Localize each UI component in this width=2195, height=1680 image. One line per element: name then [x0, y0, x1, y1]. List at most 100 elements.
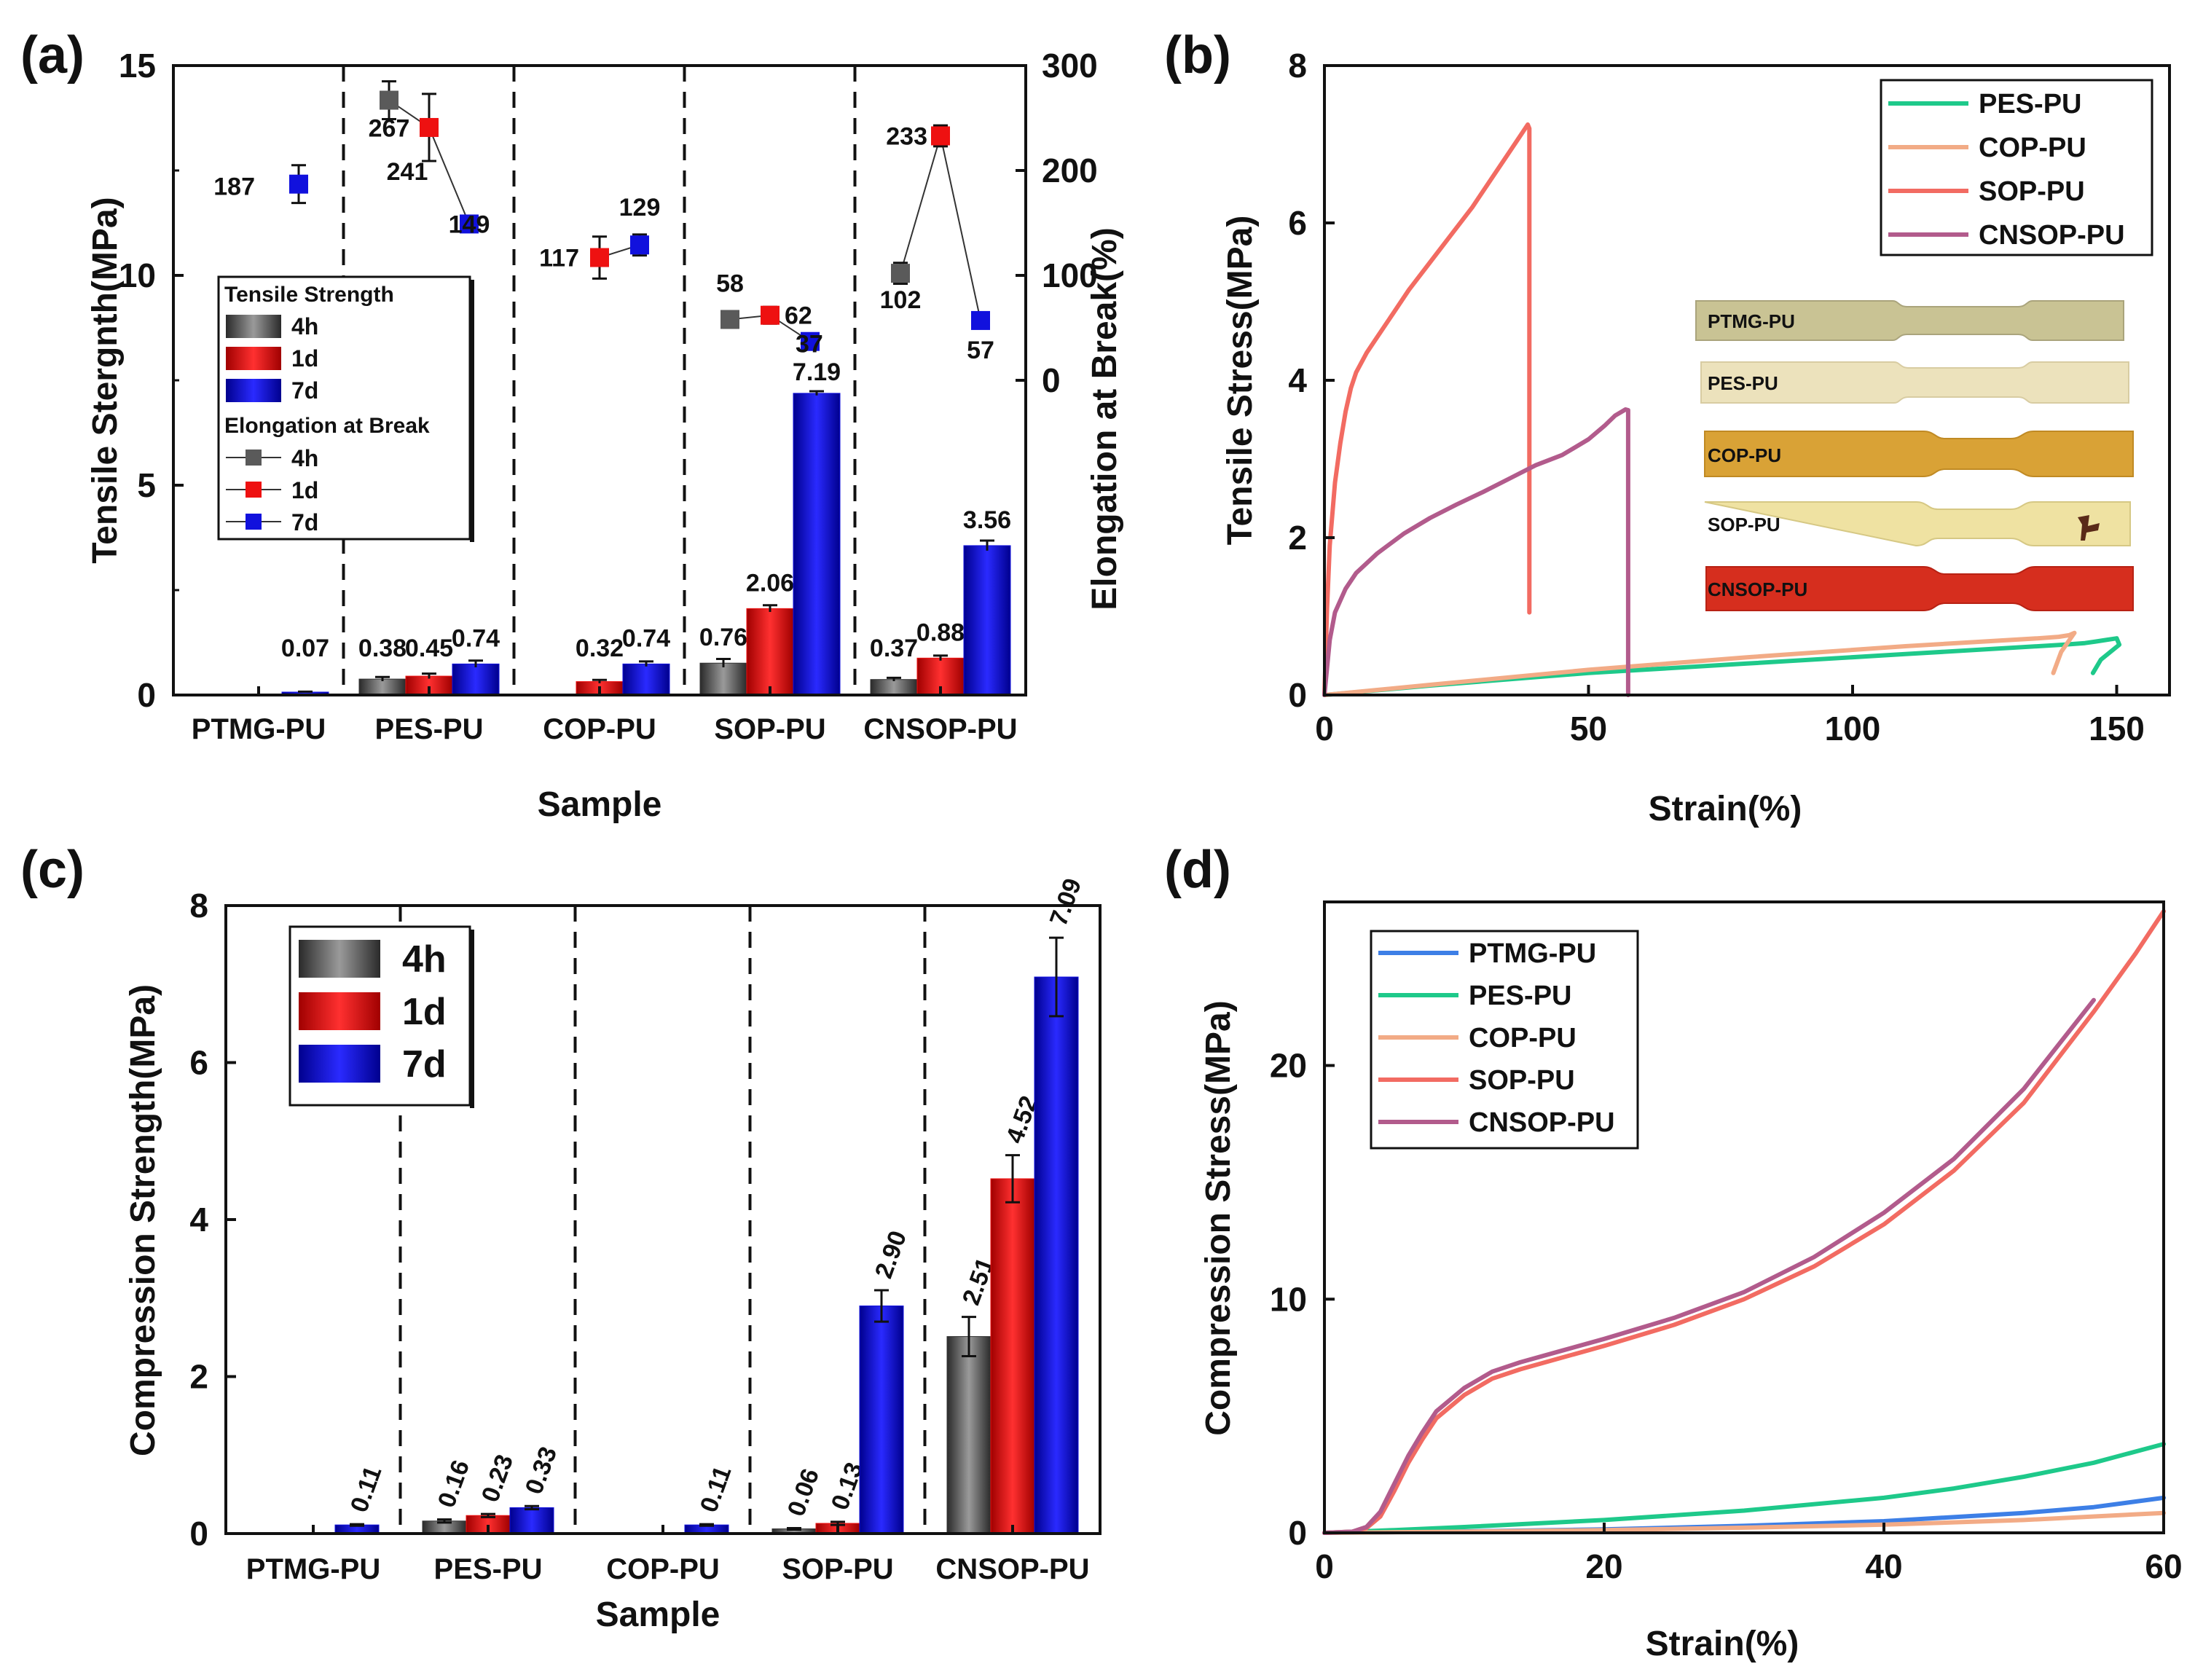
panel-b-legend-label: PES-PU [1979, 89, 2081, 119]
panel-a-elongation-point-1d [931, 126, 950, 146]
panel-a-elongation-value-label: 37 [796, 331, 823, 358]
panel-c-bar-1d [990, 1178, 1035, 1534]
panel-a-elongation-point-7d [630, 235, 649, 255]
panel-b-y-tick-label: 6 [1288, 204, 1307, 242]
panel-b-y-tick-label: 8 [1288, 47, 1307, 85]
panel-b-y-ticks: 0 2 4 6 8 [1288, 47, 1335, 714]
panel-d-legend-label: PTMG-PU [1469, 938, 1596, 969]
panel-a-legend-line-entries: 4h 1d 7d [226, 445, 318, 535]
panel-d-y-tick-label: 20 [1270, 1047, 1307, 1085]
panel-a-y-tick-label: 15 [119, 47, 156, 85]
panel-c-bar-7d [859, 1306, 904, 1534]
panel-c-y-tick-label: 6 [189, 1044, 208, 1082]
panel-c-bar-4h [946, 1336, 992, 1534]
panel-c-y-tick-label: 2 [189, 1358, 208, 1396]
panel-c: (c) 0.11 0.16 0.23 0.33 0.11 0.06 0.132.90 2.51… [20, 841, 1102, 1634]
panel-a-elongation-value-label: 241 [387, 158, 428, 186]
panel-c-x-tick-label: COP-PU [606, 1553, 720, 1585]
panel-a-x-tick-label: PTMG-PU [192, 713, 326, 745]
specimen-sop-pu-mark [2078, 515, 2100, 541]
panel-a-elongation-point-1d [420, 117, 439, 137]
panel-a-bar-value-label: 0.88 [916, 619, 965, 646]
panel-b-y-axis-label: Tensile Stress(MPa) [1221, 216, 1260, 546]
panel-b-x-tick-label: 150 [2089, 710, 2145, 747]
panel-d-series-line-cnsop-pu [1322, 997, 2096, 1535]
panel-a-elongation-value-label: 267 [369, 115, 410, 143]
panel-d-x-tick-label: 20 [1585, 1547, 1622, 1585]
panel-d-y-tick-label: 10 [1270, 1280, 1307, 1318]
panel-c-bar-value-label: 0.23 [476, 1451, 519, 1506]
panel-a-legend-label: 4h [291, 445, 318, 471]
panel-a-legend-marker-1d [246, 482, 262, 498]
panel-a-bar-value-label: 0.38 [358, 635, 407, 662]
specimen-pes-pu [1700, 361, 2129, 404]
panel-c-legend-label: 1d [402, 991, 447, 1033]
panel-c-legend-swatch-1d [299, 992, 380, 1030]
panel-b-x-axis-label: Strain(%) [1649, 790, 1802, 828]
panel-b-legend-box [1880, 79, 2153, 256]
panel-a-bar-value-label: 0.32 [576, 635, 624, 662]
panel-d-y-tick-label: 0 [1288, 1514, 1307, 1552]
panel-c-x-tick-label: SOP-PU [782, 1553, 893, 1585]
panel-c-y-axis-label: Compression Strength(MPa) [124, 984, 162, 1456]
panel-a-bar-value-label: 2.06 [746, 569, 794, 597]
panel-c-bar-value-label: 0.33 [520, 1443, 562, 1498]
panel-d-y-ticks: 0 10 20 [1270, 1047, 1335, 1552]
panel-d-x-tick-label: 0 [1315, 1547, 1334, 1585]
panel-a-bar-value-label: 0.76 [699, 624, 747, 651]
panel-a-bar-7d [793, 393, 841, 696]
panel-c-label: (c) [20, 841, 85, 899]
panel-a-legend-swatch-1d [226, 347, 281, 370]
panel-d-series-line-cop-pu [1322, 1510, 2166, 1535]
panel-c-legend: 4h 1d 7d [288, 925, 474, 1108]
panel-a-elongation-value-label: 62 [785, 302, 812, 330]
panel-a-y2-ticks: 0 100 200 300 [1016, 47, 1098, 399]
panel-c-bar-7d [509, 1507, 554, 1534]
panel-a-x-ticks: PTMG-PU PES-PU COP-PU SOP-PU CNSOP-PU [192, 686, 1018, 745]
panel-a-bar-value-label: 0.37 [870, 635, 918, 662]
panel-a-elongation-value-label: 58 [716, 270, 744, 297]
panel-a-y-tick-label: 10 [119, 256, 156, 294]
panel-d-legend-label: COP-PU [1469, 1023, 1576, 1053]
panel-a-bar-value-label: 3.56 [963, 506, 1011, 534]
specimen-sop-pu [1704, 501, 2131, 547]
panel-d-series-line-pes-pu [1322, 1442, 2166, 1535]
panel-d-label: (d) [1164, 841, 1231, 899]
panel-a-y-axis-label: Tensile Stergnth(MPa) [86, 197, 125, 563]
panel-b-specimen-photo: PTMG-PU PES-PU COP-PU SOP-PU CNSOP-PU [1695, 300, 2134, 611]
panel-a-bar-7d [622, 663, 670, 696]
panel-a-elongation-point-7d [801, 331, 820, 351]
panel-b-legend-label: COP-PU [1979, 133, 2086, 163]
panel-d-frame [1323, 900, 2165, 1534]
panel-a-elongation-value-label: 117 [539, 245, 579, 272]
panel-b-y-tick-label: 4 [1288, 361, 1307, 399]
panel-a-elongation-value-label: 233 [886, 122, 927, 150]
panel-d-x-tick-label: 60 [2145, 1547, 2182, 1585]
panel-a-y2-tick-label: 100 [1042, 256, 1098, 294]
panel-b: (b) PTMG-PU PES-PU COP-PU SOP-PU CNSOP-P… [1164, 26, 2171, 828]
panel-c-x-tick-label: CNSOP-PU [935, 1553, 1089, 1585]
panel-a-legend-label: 1d [291, 477, 318, 503]
specimen-label-pes-pu: PES-PU [1708, 372, 1778, 394]
specimen-label-ptmg-pu: PTMG-PU [1708, 310, 1795, 332]
specimen-cnsop-pu [1705, 566, 2134, 611]
panel-c-legend-label: 7d [402, 1043, 447, 1086]
panel-a-legend-bar-entries: 4h 1d 7d [226, 313, 318, 404]
panel-c-x-ticks: PTMG-PU PES-PU COP-PU SOP-PU CNSOP-PU [246, 1525, 1090, 1585]
panel-c-x-tick-label: PTMG-PU [246, 1553, 380, 1585]
panel-a-x-axis-label: Sample [538, 785, 662, 824]
panel-b-x-tick-label: 0 [1315, 710, 1334, 747]
panel-a-elongation-value-label: 129 [619, 194, 661, 221]
panel-b-label: (b) [1164, 26, 1231, 85]
panel-a-elongation-point-4h [380, 90, 398, 110]
panel-a-label: (a) [20, 26, 85, 85]
panel-d-x-axis-label: Strain(%) [1646, 1625, 1799, 1663]
panel-a-elongation-point-1d [761, 305, 780, 325]
panel-a-elongation-point-7d [971, 310, 990, 330]
panel-a-legend-bar-title: Tensile Strength [224, 283, 394, 307]
panel-a-legend-line-title: Elongation at Break [224, 414, 430, 438]
panel-b-plot-area [1322, 122, 2122, 697]
panel-c-legend-swatch-7d [299, 1045, 380, 1083]
panel-b-legend: PES-PU COP-PU SOP-PU CNSOP-PU [1880, 79, 2153, 256]
